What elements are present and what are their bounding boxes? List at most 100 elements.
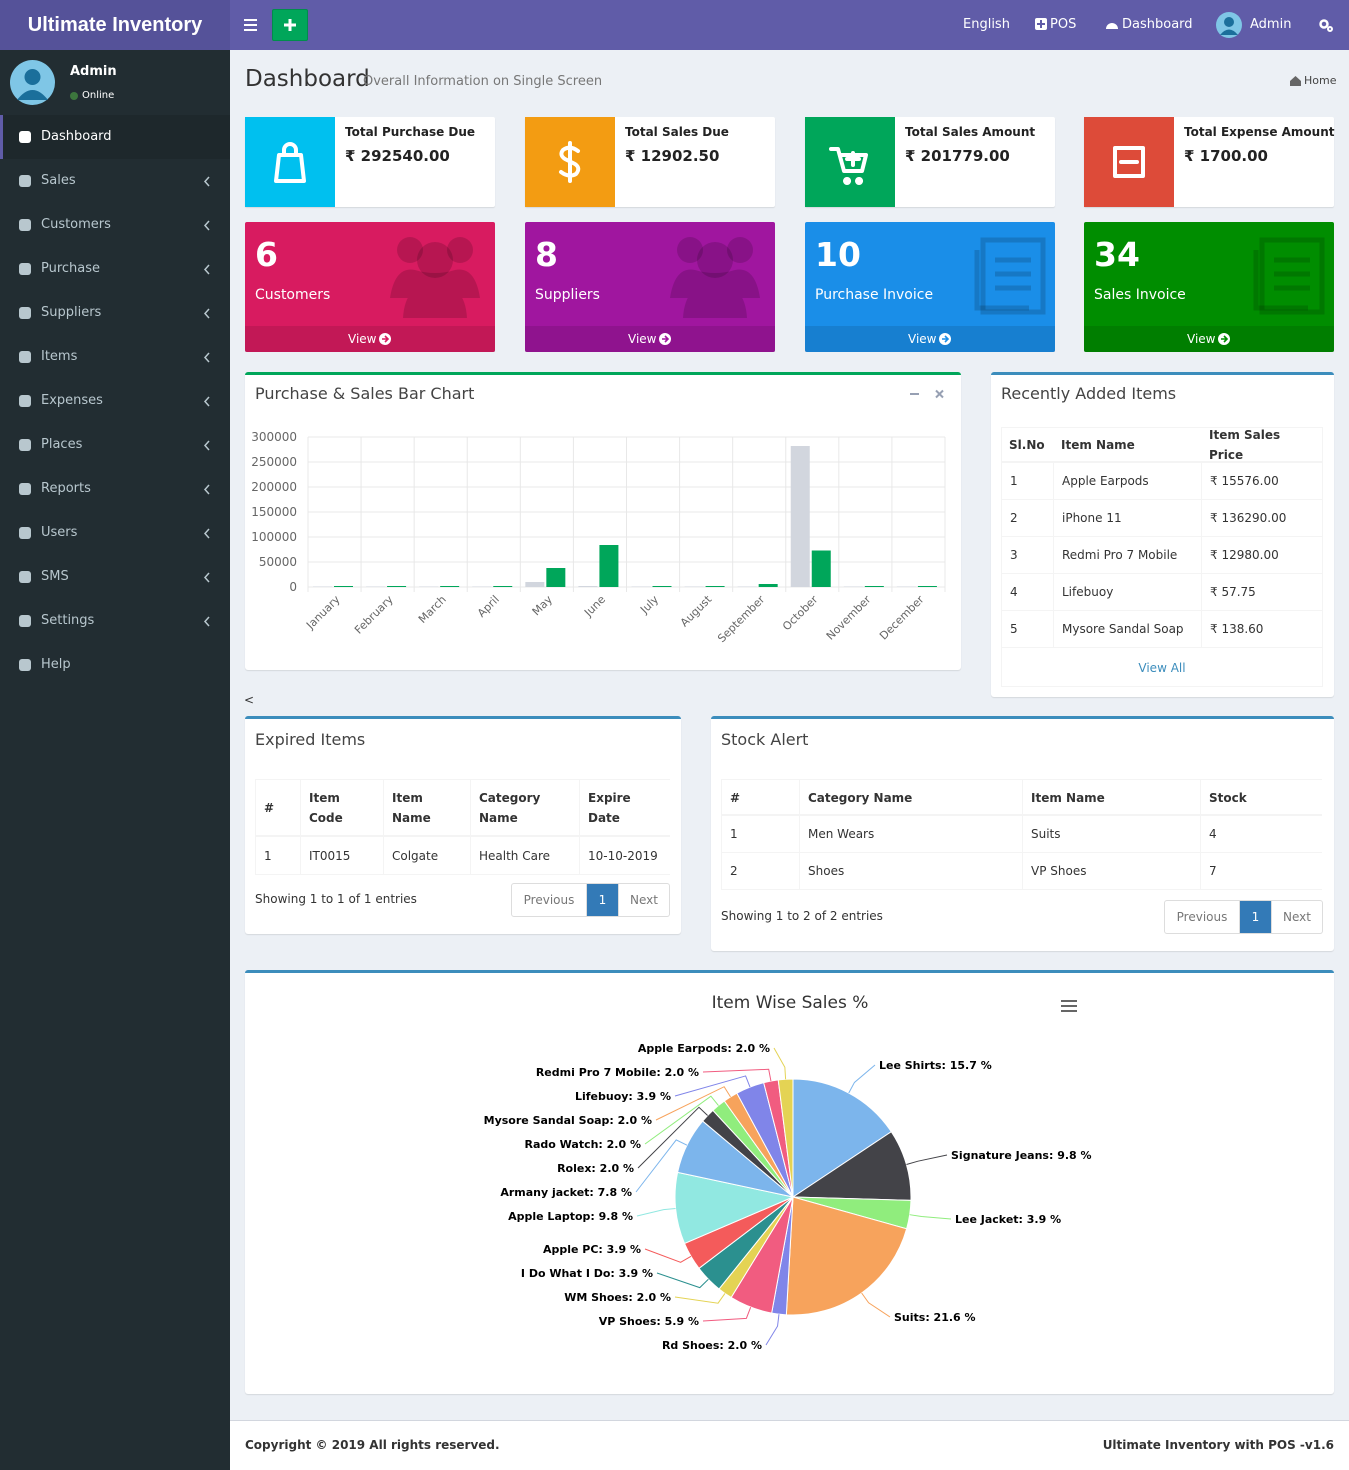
pie-slice (792, 1078, 892, 1198)
version: Ultimate Inventory with POS -v1.6 (1102, 1438, 1334, 1452)
table-header[interactable]: Item Name (383, 779, 470, 837)
table-cell: ₹ 57.75 (1201, 574, 1323, 611)
small-box-label: Purchase Invoice (815, 287, 934, 303)
small-box (805, 222, 1055, 352)
chevron (203, 484, 210, 495)
menu-item[interactable]: Items (41, 349, 78, 364)
small-box-count: 6 (255, 235, 278, 274)
x-tick-label: October (780, 593, 821, 634)
menu-icon (19, 527, 31, 539)
page-button[interactable]: Next (619, 883, 670, 917)
bar (334, 586, 353, 587)
menu-item[interactable]: Suppliers (41, 305, 102, 320)
menu-item[interactable]: Reports (41, 481, 91, 496)
table-header[interactable]: Item Code (300, 779, 383, 837)
menu-item[interactable]: Help (41, 657, 71, 672)
small-box-footer[interactable] (1084, 326, 1334, 352)
menu-item[interactable]: Customers (41, 217, 111, 232)
x-tick-label: March (416, 593, 449, 626)
menu-item[interactable]: Settings (41, 613, 95, 628)
table-info: Showing 1 to 2 of 2 entries (721, 909, 883, 923)
small-box-footer[interactable] (805, 326, 1055, 352)
menu-bar (1061, 1000, 1077, 1002)
menu-item[interactable]: Users (41, 525, 78, 540)
c (203, 264, 210, 275)
small-box (1084, 222, 1334, 352)
bar (493, 586, 513, 587)
table-header[interactable]: # (255, 779, 300, 837)
page-button[interactable]: 1 (1240, 900, 1272, 934)
nav-link[interactable]: POS (1050, 17, 1077, 32)
nav-link[interactable]: English (963, 17, 1010, 32)
breadcrumb[interactable]: Home (1304, 74, 1337, 87)
table-header[interactable]: Category Name (470, 779, 579, 837)
menu-item[interactable]: Sales (41, 173, 76, 188)
connector (636, 1207, 676, 1217)
small-box (245, 222, 495, 352)
bar (440, 586, 460, 587)
user-name: Admin (70, 64, 117, 79)
y-tick-label: 250000 (251, 455, 297, 469)
icon (19, 263, 31, 275)
c (203, 396, 210, 407)
small-box-count: 8 (535, 235, 558, 274)
page-button[interactable]: Previous (511, 883, 587, 917)
bar (419, 586, 439, 587)
small-box-link[interactable]: View (628, 332, 657, 346)
page-button[interactable]: Next (1272, 900, 1323, 934)
connector (773, 1047, 787, 1080)
table-header[interactable]: Stock (1200, 779, 1322, 816)
table-cell: 10-10-2019 (579, 837, 670, 875)
table-header: Sl.No (1009, 438, 1045, 452)
icon (19, 615, 31, 627)
table-cell: 1 (721, 816, 799, 853)
head (24, 69, 41, 85)
data-label: VP Shoes: 5.9 % (599, 1315, 699, 1328)
small-box-link[interactable]: View (348, 332, 377, 346)
small-box-link[interactable]: View (1187, 332, 1216, 346)
view-all[interactable]: View All (1138, 661, 1186, 675)
x-tick-label: August (678, 592, 715, 629)
small-box (525, 222, 775, 352)
menu-item[interactable]: SMS (41, 569, 69, 584)
p3 (697, 242, 733, 278)
menu-active (0, 115, 230, 159)
info-icon (274, 142, 306, 183)
page-button[interactable]: Previous (1164, 900, 1240, 934)
icon (559, 141, 581, 183)
lines (974, 250, 1031, 311)
table-header[interactable]: Item Name (1022, 779, 1200, 816)
data-label: Rado Watch: 2.0 % (525, 1138, 642, 1151)
small-box-footer[interactable] (525, 326, 775, 352)
nav-link[interactable]: Dashboard (1122, 17, 1193, 32)
small-box-footer[interactable] (245, 326, 495, 352)
menu-item[interactable]: Dashboard (41, 129, 112, 144)
menu-item[interactable]: Expenses (41, 393, 103, 408)
table-header: Item Sales Price (1209, 428, 1281, 462)
table-header[interactable]: # (721, 779, 799, 816)
pie-slice (777, 1078, 794, 1198)
menu-item[interactable]: Places (41, 437, 83, 452)
nav-link[interactable]: Admin (1250, 17, 1292, 32)
table-header[interactable]: Expire Date (579, 779, 670, 837)
y-tick-label: 0 (289, 580, 297, 594)
doc (1259, 237, 1325, 315)
home-icon (1290, 76, 1301, 86)
dot (70, 92, 78, 100)
menu-item[interactable]: Purchase (41, 261, 101, 276)
recent-items-box (991, 372, 1334, 697)
arrow-icon (1218, 333, 1230, 345)
menu-icon (19, 439, 31, 451)
bar (525, 582, 545, 587)
connector (635, 1139, 688, 1193)
info-icon (1113, 146, 1145, 178)
chevron (203, 528, 210, 539)
small-box-link[interactable]: View (908, 332, 937, 346)
connector (644, 1248, 692, 1263)
x-tick-label: November (824, 593, 874, 643)
chevron (203, 176, 210, 187)
table-header[interactable]: Category Name (799, 779, 1022, 816)
small-box-label: Customers (255, 287, 331, 303)
page-button[interactable]: 1 (587, 883, 619, 917)
table-cell: 5 (1001, 611, 1053, 648)
